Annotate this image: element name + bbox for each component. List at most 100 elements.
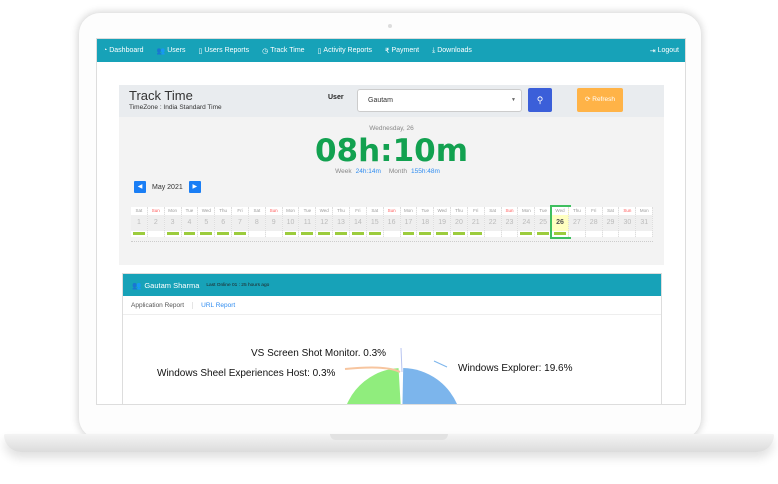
calendar-day[interactable]: Fri 14 <box>349 207 367 237</box>
calendar-day[interactable]: Sun 30 <box>619 207 637 237</box>
calendar-day[interactable]: Mon 24 <box>518 207 536 237</box>
calendar-day[interactable]: Fri 7 <box>232 207 249 237</box>
day-number: 16 <box>383 215 400 231</box>
calendar-day[interactable]: Sat 8 <box>248 207 266 237</box>
prev-month-button[interactable]: ◀ <box>134 181 146 193</box>
weekday-label: Sun <box>383 207 400 215</box>
day-number: 12 <box>316 215 333 231</box>
nav-item-users-reports[interactable]: ▯ Users Reports <box>198 47 249 55</box>
weekday-label: Mon <box>400 207 417 215</box>
activity-bar <box>299 231 316 237</box>
activity-bar <box>131 231 147 237</box>
day-number: 20 <box>451 215 467 231</box>
day-number: 1 <box>131 215 147 231</box>
calendar-day[interactable]: Mon 10 <box>282 207 300 237</box>
day-number: 29 <box>602 215 619 231</box>
nav-item-label: Users <box>167 47 186 54</box>
tab-url-report[interactable]: URL Report <box>201 301 236 309</box>
refresh-icon: ⟳ <box>584 96 591 103</box>
calendar-day[interactable]: Mon 3 <box>164 207 182 237</box>
calendar-day[interactable]: Sat 15 <box>366 207 384 237</box>
calendar-day[interactable]: Mon 17 <box>400 207 418 237</box>
weekday-label: Tue <box>299 207 316 215</box>
weekday-label: Sat <box>484 207 501 215</box>
day-number: 4 <box>181 215 198 231</box>
refresh-button[interactable]: ⟳ Refresh <box>577 88 623 112</box>
calendar-day[interactable]: Mon 31 <box>636 207 654 237</box>
tab-application-report[interactable]: Application Report <box>123 301 194 309</box>
calendar-day[interactable]: Wed 5 <box>198 207 216 237</box>
day-number: 13 <box>333 215 349 231</box>
calendar-day[interactable]: Wed 12 <box>316 207 334 237</box>
today-total: 08h:10m <box>314 133 469 169</box>
activity-bar <box>619 231 636 237</box>
download-icon: ⤓ <box>432 46 436 54</box>
day-number: 25 <box>535 215 552 231</box>
nav-item-label: Track Time <box>270 47 305 54</box>
calendar-day[interactable]: Wed 26 <box>550 205 571 239</box>
calendar-day[interactable]: Thu 20 <box>451 207 468 237</box>
activity-bar <box>417 231 434 237</box>
calendar-day[interactable]: Wed 19 <box>434 207 452 237</box>
calendar-day[interactable]: Thu 27 <box>568 207 586 237</box>
nav-item-users[interactable]: 👥 Users <box>156 47 185 55</box>
screen: ◔ Dashboard 👥 Users ▯ Users Reports ◷ Track Tim… <box>96 38 686 405</box>
calendar-day[interactable]: Tue 18 <box>417 207 435 237</box>
user-select[interactable]: Gautam ▼ <box>357 89 522 112</box>
next-month-button[interactable]: ▶ <box>188 181 201 193</box>
calendar-day[interactable]: Sat 22 <box>484 207 502 237</box>
weekday-label: Tue <box>417 207 434 215</box>
search-button[interactable]: ⚲ <box>528 88 552 112</box>
day-number: 21 <box>467 215 484 231</box>
leader-windows-sheel <box>344 366 401 373</box>
calendar-day[interactable]: Thu 6 <box>215 207 233 237</box>
calendar-day[interactable]: Tue 4 <box>181 207 199 237</box>
search-icon: ⚲ <box>536 95 544 105</box>
activity-bar <box>467 231 484 237</box>
laptop-base <box>4 434 774 452</box>
activity-bar <box>518 231 535 237</box>
pie-slice-other <box>347 368 401 404</box>
user-select-value: Gautam <box>368 97 393 104</box>
nav-item-dashboard[interactable]: ◔ Dashboard <box>103 47 143 54</box>
rupee-icon: ₹ <box>385 47 390 55</box>
application-pie-chart: VS Screen Shot Monitor. 0.3% Windows She… <box>157 347 573 404</box>
page-title: Track Time <box>129 88 193 103</box>
users-icon: 👥 <box>132 280 142 290</box>
last-online: Last Online 01 : 25 hours ago <box>206 282 270 288</box>
calendar-day[interactable]: Sun 2 <box>147 207 165 237</box>
weekday-label: Mon <box>636 207 653 215</box>
weekday-label: Fri <box>232 207 248 215</box>
nav-item-activity-reports[interactable]: ▯ Activity Reports <box>318 47 372 55</box>
activity-bar <box>349 231 366 237</box>
calendar-day[interactable]: Tue 25 <box>535 207 553 237</box>
file-icon: ▯ <box>317 47 322 55</box>
nav-item-downloads[interactable]: ⤓ Downloads <box>432 47 472 55</box>
activity-bar <box>552 231 568 237</box>
nav-item-track-time[interactable]: ◷ Track Time <box>262 47 304 55</box>
weekday-label: Mon <box>282 207 299 215</box>
nav-item-payment[interactable]: ₹ Payment <box>385 47 419 55</box>
calendar-day[interactable]: Sun 23 <box>501 207 519 237</box>
nav-item-label: Activity Reports <box>323 47 373 54</box>
calendar-day[interactable]: Fri 28 <box>585 207 603 237</box>
leader-vs-screen-shot <box>400 347 403 373</box>
day-number: 26 <box>552 215 568 231</box>
calendar-day[interactable]: Sat 1 <box>131 207 148 237</box>
month-label: Month <box>388 168 407 175</box>
calendar-day[interactable]: Sun 9 <box>265 207 283 237</box>
calendar-day[interactable]: Thu 13 <box>333 207 350 237</box>
day-number: 7 <box>232 215 248 231</box>
pie-slice-windows-explorer <box>402 368 457 404</box>
weekday-label: Thu <box>451 207 467 215</box>
calendar-day[interactable]: Sat 29 <box>602 207 620 237</box>
clock-icon: ◷ <box>262 47 269 55</box>
logout-button[interactable]: ⇥ Logout <box>650 47 679 55</box>
calendar-day[interactable]: Fri 21 <box>467 207 485 237</box>
activity-bar <box>535 231 552 237</box>
weekday-label: Sat <box>131 207 147 215</box>
weekday-label: Sun <box>619 207 636 215</box>
calendar-day[interactable]: Tue 11 <box>299 207 317 237</box>
month-label: May 2021 <box>152 183 183 191</box>
calendar-day[interactable]: Sun 16 <box>383 207 401 237</box>
